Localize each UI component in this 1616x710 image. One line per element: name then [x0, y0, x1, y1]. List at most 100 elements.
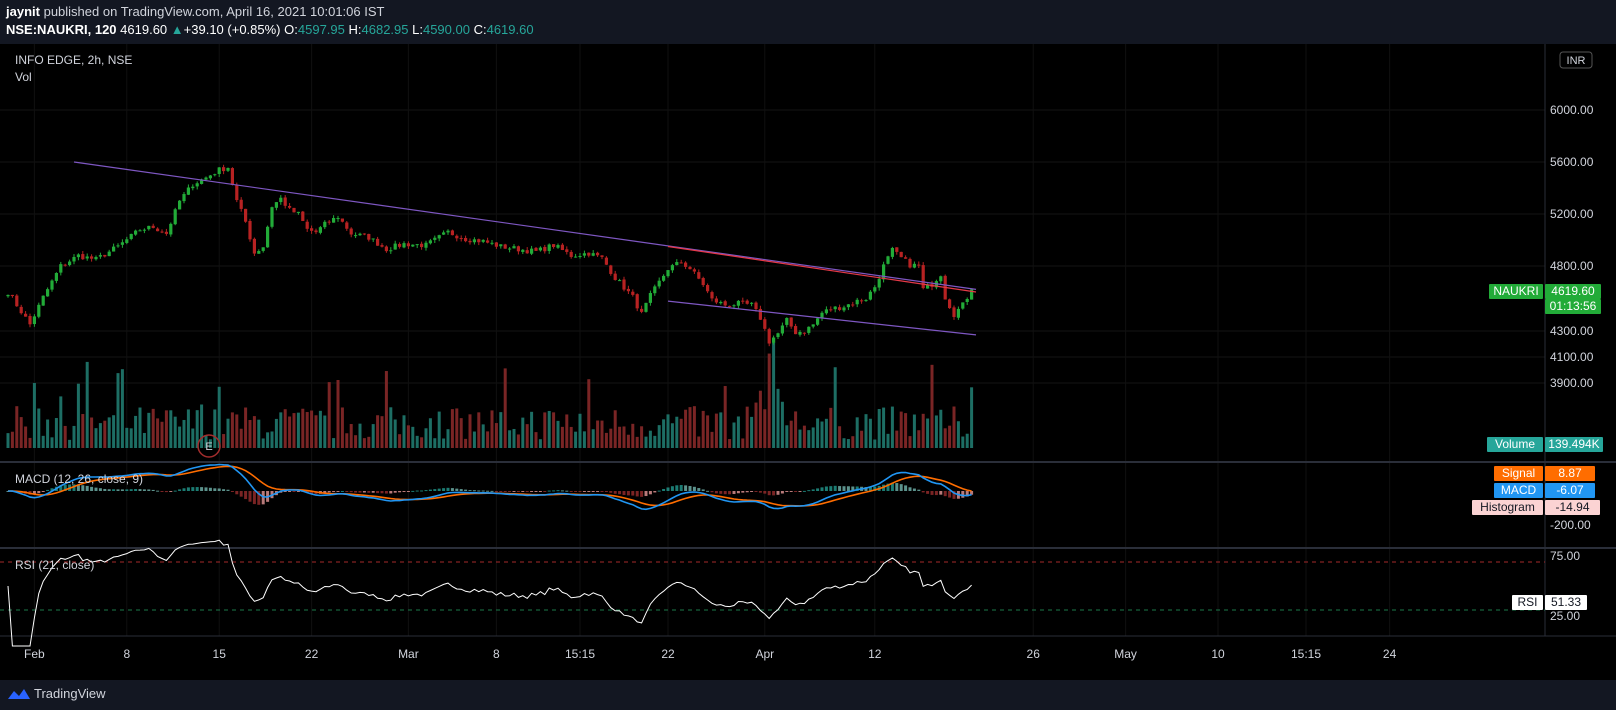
macd-histogram-bar [811, 489, 815, 491]
chart-canvas[interactable]: 6000.00 5600.00 5200.00 4800.00 4300.00 4100.… [0, 44, 1616, 680]
candle-body [376, 238, 380, 246]
candle-body [340, 218, 344, 222]
macd-histogram-bar [772, 491, 776, 496]
author-name[interactable]: jaynit [6, 4, 40, 19]
time-axis[interactable]: Feb 8 15 22 Mar 8 15:15 22 Apr 12 26 May 10 15:15 24 [24, 647, 1397, 661]
volume-bar [706, 415, 710, 448]
candle-body [68, 261, 72, 266]
symbol-interval: NSE:NAUKRI, 120 [6, 22, 117, 37]
candle-body [758, 308, 762, 320]
macd-histogram-bar [543, 491, 547, 492]
macd-histogram-bar [657, 490, 661, 492]
candle-body [697, 272, 701, 279]
time-tick-label: 24 [1383, 647, 1397, 661]
macd-histogram-bar [362, 491, 366, 493]
macd-histogram-bar [477, 490, 481, 492]
price-tick-label: 4800.00 [1550, 259, 1594, 273]
volume-bar [868, 418, 872, 448]
macd-histogram-bar [516, 491, 520, 492]
tradingview-logo-icon[interactable] [7, 686, 31, 702]
volume-bar [736, 416, 740, 448]
candle-body [235, 185, 239, 201]
candle-body [248, 220, 252, 240]
macd-histogram-bar [899, 484, 903, 491]
low-value: 4590.00 [422, 22, 470, 37]
volume-bar [134, 415, 138, 448]
volume-bar [46, 419, 50, 448]
countdown-label-bg [1545, 299, 1601, 314]
earnings-marker[interactable]: E [197, 434, 221, 458]
candle-body [191, 186, 195, 189]
volume-bar [270, 431, 274, 448]
macd-histogram-bar [129, 489, 133, 491]
macd-histogram-bar [195, 487, 199, 491]
volume-bar [376, 415, 380, 448]
time-tick-label: Apr [755, 647, 774, 661]
volume-bar [323, 415, 327, 448]
macd-histogram-bar [59, 485, 63, 491]
candle-body [503, 244, 507, 249]
volume-bar [411, 426, 415, 448]
candle-body [455, 235, 459, 239]
candle-body [873, 287, 877, 292]
candle-body [662, 275, 666, 281]
macd-histogram-bar [349, 491, 353, 493]
volume-bar [934, 415, 938, 448]
macd-histogram-bar [948, 491, 952, 498]
candle-body [587, 252, 591, 256]
trendline [73, 161, 977, 290]
volume-bar [252, 416, 256, 448]
currency-button[interactable]: INR [1559, 51, 1593, 69]
candle-body [349, 228, 353, 235]
volume-bar [873, 439, 877, 448]
candle-body [508, 248, 512, 250]
histogram-series-label-bg [1472, 500, 1543, 515]
macd-histogram-bar [125, 489, 129, 491]
candle-body [138, 230, 142, 232]
macd-histogram-bar [367, 491, 371, 493]
candle-body [838, 307, 842, 310]
volume-bar [336, 380, 340, 448]
signal-line [8, 465, 972, 507]
volume-bar [926, 418, 930, 448]
candle-body [345, 222, 349, 229]
candle-body [85, 256, 89, 259]
currency-badge[interactable] [1559, 51, 1593, 69]
candle-body [596, 252, 600, 256]
candle-body [402, 243, 406, 248]
candle-body [389, 250, 393, 252]
candle-body [305, 221, 309, 229]
candle-body [684, 262, 688, 267]
macd-histogram-bar [37, 491, 41, 494]
candle-body [63, 264, 67, 266]
volume-bar [274, 418, 278, 448]
volume-bar [226, 418, 230, 448]
volume-bar [464, 438, 468, 448]
candle-body [186, 187, 190, 195]
candle-body [169, 223, 173, 235]
volume-bar [318, 410, 322, 448]
macd-histogram-bar [666, 487, 670, 491]
volume-bar [877, 409, 881, 448]
macd-line [7, 463, 972, 511]
candle-body [525, 250, 529, 254]
volume-bar [72, 425, 76, 448]
macd-histogram-bar [437, 488, 441, 491]
trendlines[interactable] [73, 161, 977, 336]
candle-body [824, 309, 828, 314]
tradingview-brand[interactable]: TradingView [34, 686, 106, 701]
candle-body [829, 309, 833, 311]
candle-body [494, 242, 498, 247]
price-axis[interactable]: 6000.00 5600.00 5200.00 4800.00 4300.00 4100.… [1550, 103, 1594, 623]
macd-histogram-bar [868, 486, 872, 491]
macd-histogram-bar [626, 491, 630, 496]
earnings-circle[interactable] [197, 434, 221, 458]
candle-body [380, 245, 384, 247]
volume-bar [6, 433, 10, 448]
macd-histogram-bar [142, 489, 146, 491]
macd-histogram-bar [798, 491, 802, 492]
volume-bar [125, 427, 129, 448]
macd-histogram-bar [728, 491, 732, 495]
volume-bar [578, 413, 582, 448]
macd-histogram-bar [789, 491, 793, 492]
